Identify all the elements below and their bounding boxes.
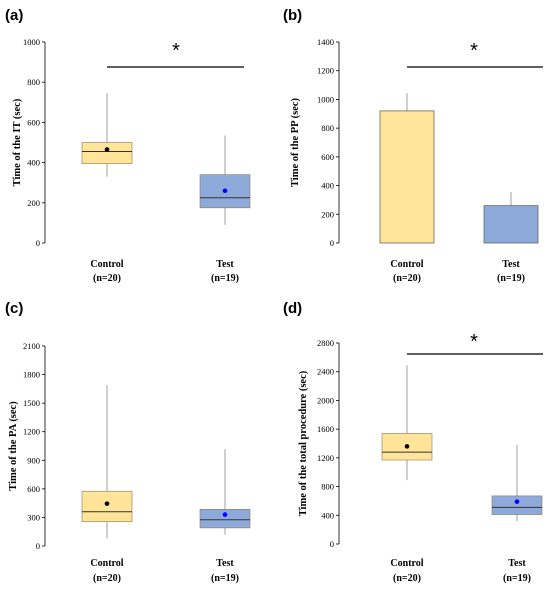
group-control: Control (n=20) bbox=[81, 93, 133, 284]
chart-panel-2: (b) 0 200 400 600 800 1000 1200 1400 Time of the … bbox=[283, 7, 543, 284]
group-control: Control (n=20) bbox=[379, 92, 435, 284]
x-sample-size-label: (n=20) bbox=[93, 573, 121, 584]
y-tick-label: 0 bbox=[36, 541, 40, 551]
y-tick-label: 800 bbox=[27, 77, 40, 87]
panel-label: (c) bbox=[5, 300, 23, 317]
y-tick-label: 1600 bbox=[317, 424, 334, 434]
x-sample-size-label: (n=20) bbox=[93, 273, 121, 284]
chart-panel-3: (c) 0 300 600 900 1200 1500 1800 2100 Time of the… bbox=[5, 300, 251, 584]
x-sample-size-label: (n=19) bbox=[211, 573, 239, 584]
y-tick-label: 800 bbox=[321, 123, 334, 133]
y-tick-label: 300 bbox=[27, 512, 40, 522]
y-tick-label: 900 bbox=[27, 455, 40, 465]
significance-marker: * bbox=[470, 40, 478, 62]
x-sample-size-label: (n=19) bbox=[503, 573, 531, 584]
box bbox=[491, 495, 543, 515]
mean-marker bbox=[222, 512, 228, 517]
y-tick-label: 1800 bbox=[23, 370, 40, 380]
mean-marker bbox=[104, 501, 110, 506]
box bbox=[81, 490, 133, 523]
group-test: Test (n=19) bbox=[483, 192, 539, 284]
group-control: Control (n=20) bbox=[81, 385, 133, 584]
chart-panel-4: (d) 0 400 800 1200 1600 2000 2400 2800 Time of th… bbox=[283, 300, 543, 584]
mean-marker bbox=[104, 147, 110, 152]
x-sample-size-label: (n=19) bbox=[211, 273, 239, 284]
y-axis-label: Time of the PA (sec) bbox=[8, 401, 19, 491]
x-category-label: Control bbox=[90, 558, 123, 569]
y-tick-label: 600 bbox=[321, 152, 334, 162]
y-tick-label: 2800 bbox=[317, 338, 334, 348]
y-tick-label: 200 bbox=[27, 198, 40, 208]
significance-marker: * bbox=[172, 40, 180, 62]
mean-marker bbox=[514, 499, 520, 504]
y-tick-label: 2100 bbox=[23, 341, 40, 351]
y-tick-label: 0 bbox=[330, 539, 334, 549]
mean-marker bbox=[404, 444, 410, 449]
y-tick-label: 1000 bbox=[23, 37, 40, 47]
y-tick-label: 2400 bbox=[317, 367, 334, 377]
y-axis-label: Time of the PP (sec) bbox=[290, 97, 301, 187]
x-category-label: Test bbox=[502, 259, 520, 270]
y-tick-label: 1400 bbox=[317, 37, 334, 47]
y-tick-label: 0 bbox=[330, 238, 334, 248]
y-tick-label: 600 bbox=[27, 484, 40, 494]
chart-panel-1: (a) 0 200 400 600 800 1000 Time of the IT (sec)… bbox=[5, 7, 251, 284]
y-tick-label: 1200 bbox=[23, 427, 40, 437]
x-category-label: Test bbox=[508, 558, 526, 569]
y-tick-label: 400 bbox=[321, 510, 334, 520]
y-axis-label: Time of the IT (sec) bbox=[12, 98, 23, 186]
bar bbox=[483, 205, 539, 244]
y-tick-label: 800 bbox=[321, 482, 334, 492]
y-tick-label: 1200 bbox=[317, 453, 334, 463]
y-tick-label: 400 bbox=[27, 158, 40, 168]
y-tick-label: 1000 bbox=[317, 94, 334, 104]
panel-label: (d) bbox=[283, 300, 302, 317]
y-tick-label: 2000 bbox=[317, 395, 334, 405]
x-category-label: Control bbox=[390, 558, 423, 569]
bar bbox=[379, 110, 435, 244]
significance-marker: * bbox=[470, 331, 478, 353]
x-category-label: Test bbox=[216, 558, 234, 569]
mean-marker bbox=[222, 188, 228, 194]
panel-label: (a) bbox=[5, 7, 23, 24]
box bbox=[81, 142, 133, 164]
panel-label: (b) bbox=[283, 7, 302, 24]
group-test: Test (n=19) bbox=[199, 135, 251, 284]
group-test: Test (n=19) bbox=[491, 444, 543, 584]
y-tick-label: 400 bbox=[321, 181, 334, 191]
x-category-label: Control bbox=[390, 259, 423, 270]
y-axis-label: Time of the total procedure (sec) bbox=[298, 370, 309, 516]
x-category-label: Test bbox=[216, 259, 234, 270]
y-tick-label: 1500 bbox=[23, 398, 40, 408]
y-tick-label: 200 bbox=[321, 209, 334, 219]
group-test: Test (n=19) bbox=[199, 448, 251, 584]
box bbox=[199, 509, 251, 529]
x-category-label: Control bbox=[90, 259, 123, 270]
x-sample-size-label: (n=19) bbox=[497, 273, 525, 284]
x-sample-size-label: (n=20) bbox=[393, 573, 421, 584]
y-tick-label: 0 bbox=[36, 238, 40, 248]
group-control: Control (n=20) bbox=[381, 365, 433, 584]
y-tick-label: 1200 bbox=[317, 66, 334, 76]
y-tick-label: 600 bbox=[27, 117, 40, 127]
x-sample-size-label: (n=20) bbox=[393, 273, 421, 284]
